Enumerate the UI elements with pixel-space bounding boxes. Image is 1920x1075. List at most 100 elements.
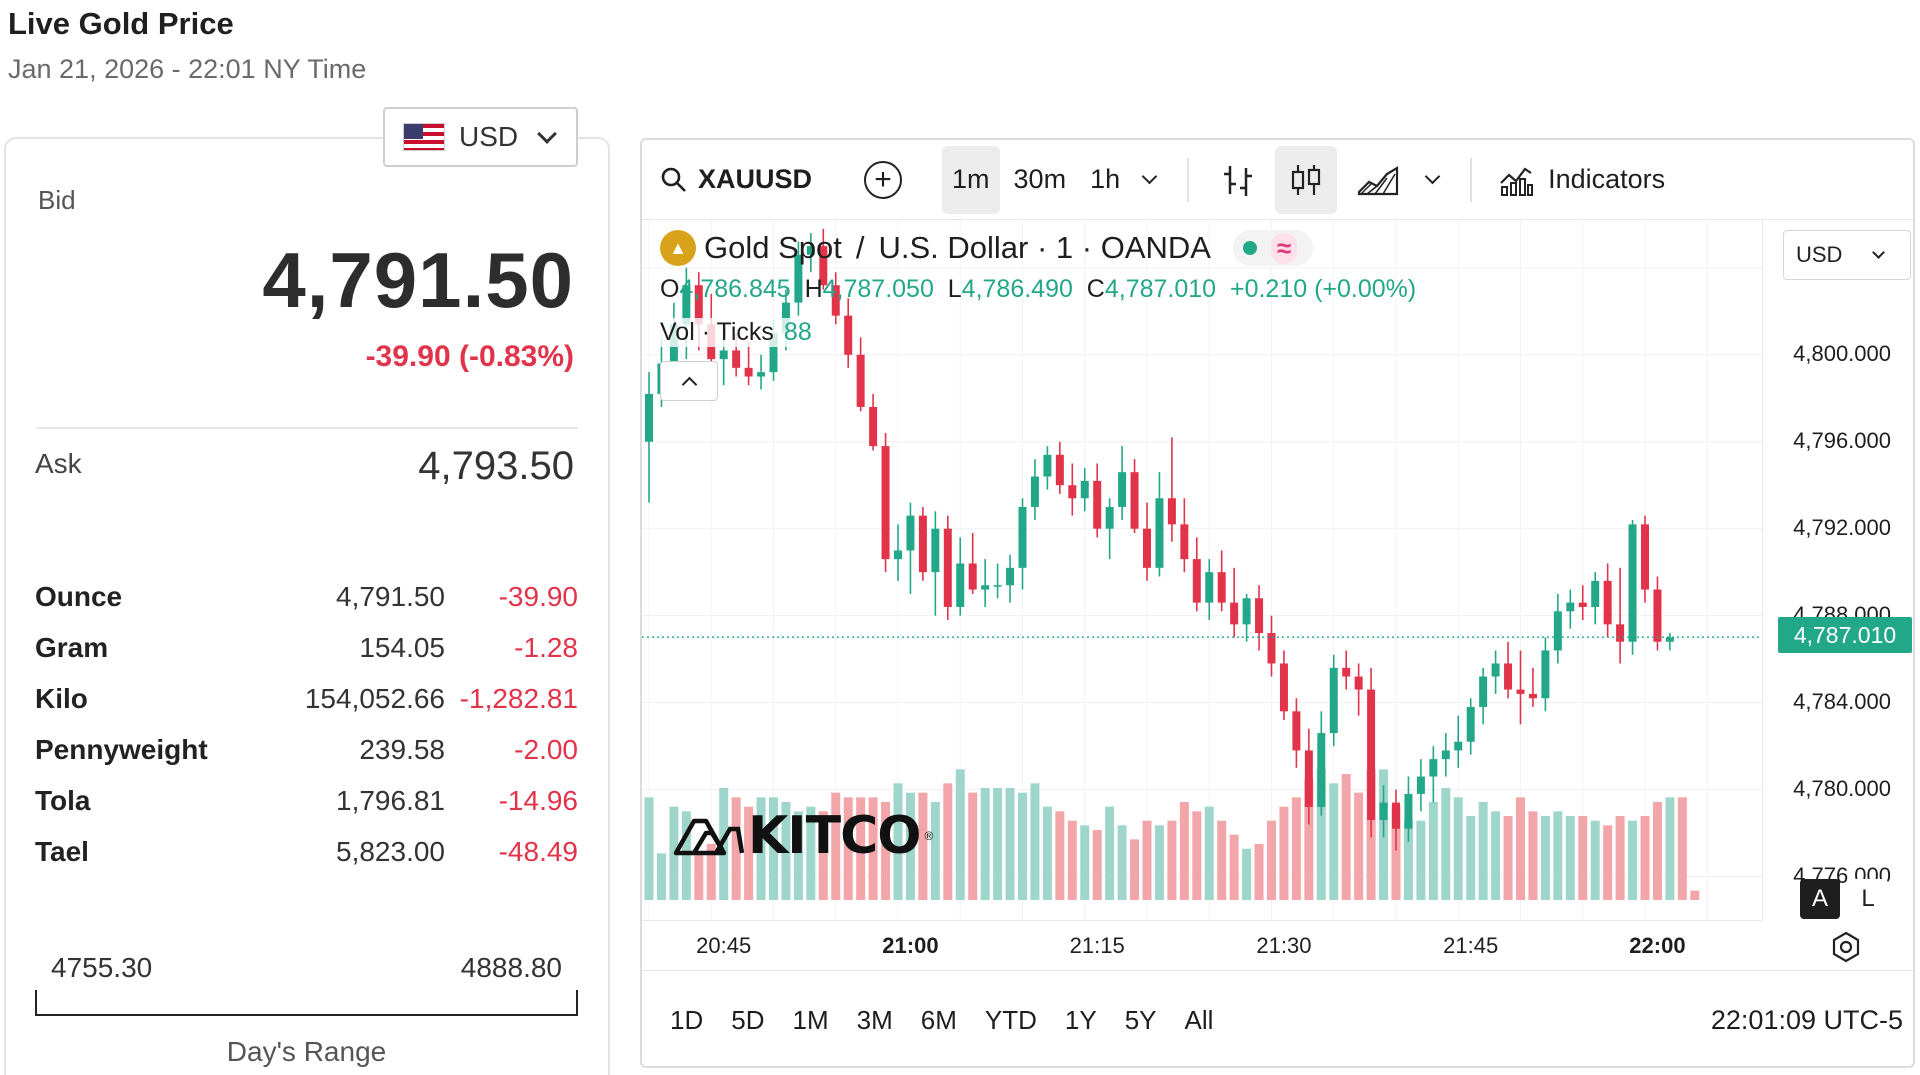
candle-body	[1205, 572, 1214, 603]
candle-body	[719, 350, 728, 360]
close-value: 4,787.010	[1104, 275, 1217, 303]
range-1d[interactable]: 1D	[670, 1005, 704, 1035]
range-3m[interactable]: 3M	[856, 1005, 893, 1035]
candle-body	[1367, 689, 1376, 820]
auto-scale-button[interactable]: A	[1800, 879, 1840, 919]
weight-row-gram: Gram 154.05 -1.28	[35, 622, 578, 673]
indicators-button[interactable]: Indicators	[1498, 163, 1665, 197]
volume-bar	[1254, 844, 1264, 900]
instrument-separator: /	[855, 230, 865, 265]
collapse-legend-button[interactable]	[660, 361, 718, 401]
candle-body	[1155, 498, 1164, 568]
chart-clock[interactable]: 22:01:09 UTC-5	[1710, 1005, 1903, 1035]
range-6m[interactable]: 6M	[920, 1005, 957, 1035]
volume-bar	[1304, 778, 1314, 900]
range-1y[interactable]: 1Y	[1064, 1005, 1097, 1035]
volume-bar	[1080, 825, 1090, 900]
range-ytd[interactable]: YTD	[984, 1005, 1037, 1035]
candle-body	[794, 254, 803, 303]
volume-bar	[1628, 820, 1638, 900]
volume-bar	[706, 844, 716, 900]
chart-settings-icon[interactable]	[1829, 930, 1863, 964]
candle-body	[1255, 598, 1264, 634]
candle-body	[1665, 637, 1674, 642]
candle-body	[1217, 572, 1226, 603]
timeframe-chevron-down-icon[interactable]	[1141, 168, 1158, 185]
candle-body	[682, 285, 691, 325]
registered-mark: ®	[924, 829, 934, 843]
candle-body	[906, 515, 915, 551]
candle-body	[993, 585, 1002, 587]
candle-body	[1404, 793, 1413, 829]
weight-name: Ounce	[35, 580, 123, 612]
ohlc-readout: O4,786.845 H4,787.050 L4,786.490 C4,787.…	[660, 275, 1416, 304]
volume-legend: Vol · Ticks 88	[660, 318, 812, 347]
candle-body	[1167, 498, 1176, 525]
market-status-pill[interactable]: ≈	[1232, 230, 1313, 266]
candle-body	[1342, 667, 1351, 677]
volume-bar	[1553, 811, 1563, 900]
candle-body	[1143, 528, 1151, 568]
volume-bar	[1640, 816, 1650, 900]
area-chart-icon	[1358, 165, 1399, 195]
weight-price: 154,052.66	[304, 682, 445, 714]
chevron-up-icon	[681, 376, 697, 392]
volume-bar	[1092, 830, 1102, 900]
volume-bar	[1179, 802, 1189, 900]
price-axis[interactable]: 4,804.0004,800.0004,796.0004,792.0004,78…	[1762, 220, 1913, 920]
candle-body	[694, 285, 703, 325]
volume-bar	[980, 788, 990, 900]
candle-body	[1429, 759, 1438, 777]
candle-body	[1591, 580, 1600, 607]
bar-chart-type-button[interactable]	[1207, 146, 1269, 214]
weight-change: -48.49	[498, 835, 578, 867]
range-all[interactable]: All	[1184, 1005, 1214, 1035]
log-scale-button[interactable]: L	[1848, 879, 1888, 919]
volume-bar	[781, 802, 791, 900]
candle-body	[744, 367, 753, 377]
timeframe-1h[interactable]: 1h	[1090, 164, 1121, 194]
candle-body	[1043, 454, 1052, 477]
volume-bar	[1453, 797, 1463, 900]
currency-dropdown[interactable]: USD	[383, 107, 578, 167]
volume-bar	[1117, 825, 1127, 900]
candle-body	[856, 354, 865, 407]
weight-change: -1.28	[514, 631, 578, 663]
chart-currency-dropdown[interactable]: USD	[1783, 230, 1911, 280]
volume-bar	[868, 797, 878, 900]
compare-add-icon[interactable]: +	[864, 160, 903, 199]
candle-body	[943, 528, 952, 607]
range-1m[interactable]: 1M	[792, 1005, 829, 1035]
days-range-low: 4755.30	[51, 952, 153, 983]
volume-value: 88	[783, 318, 812, 346]
time-tick-label: 21:45	[1443, 933, 1499, 958]
candle-body	[844, 315, 853, 355]
volume-bar	[1528, 811, 1538, 900]
range-5d[interactable]: 5D	[731, 1005, 765, 1035]
volume-bar	[1652, 802, 1662, 900]
volume-bar	[694, 853, 704, 900]
candle-body	[819, 246, 828, 286]
volume-bar	[1341, 774, 1351, 900]
area-chart-type-button[interactable]	[1343, 146, 1413, 214]
range-5y[interactable]: 5Y	[1124, 1005, 1157, 1035]
kitco-logo-mark	[673, 818, 744, 856]
volume-bar	[968, 792, 978, 900]
candles-chart-type-button[interactable]	[1275, 145, 1338, 214]
candle-body	[732, 350, 741, 368]
candle-body	[831, 285, 840, 316]
candle-body	[1628, 524, 1637, 642]
symbol-search[interactable]: XAUUSD	[660, 164, 812, 195]
timeframe-30m[interactable]: 30m	[1013, 164, 1067, 194]
timeframe-1m[interactable]: 1m	[942, 145, 1000, 214]
candle-body	[1130, 472, 1139, 529]
instrument-details: U.S. Dollar · 1 · OANDA	[878, 230, 1211, 265]
volume-bar	[1416, 820, 1426, 900]
time-axis[interactable]: 20:45 21:00 21:15 21:30 21:45 22:00	[642, 920, 1762, 970]
candle-body	[956, 563, 965, 607]
candle-body	[1267, 633, 1276, 664]
chart-type-chevron-down-icon[interactable]	[1424, 168, 1441, 185]
volume-bar	[1192, 811, 1202, 900]
volume-bar	[1329, 783, 1339, 900]
toolbar-divider	[1470, 157, 1473, 202]
